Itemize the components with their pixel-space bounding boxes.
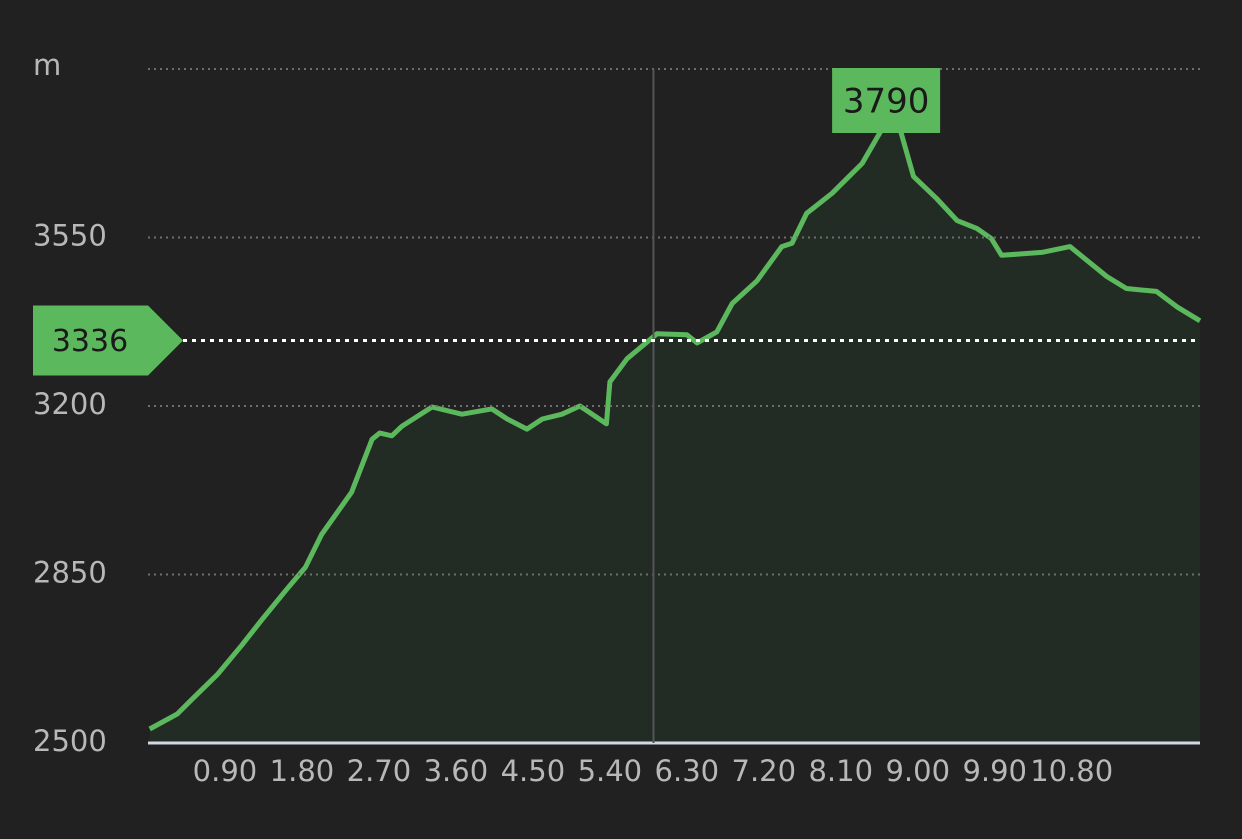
max-tag (832, 68, 941, 133)
x-tick-label: 8.10 (808, 754, 873, 788)
y-tick-label: 3550 (33, 219, 107, 253)
x-tick-label: 6.30 (655, 754, 720, 788)
x-tick-label: 7.20 (732, 754, 797, 788)
max-label: 3790 (843, 82, 930, 122)
x-tick-label: 0.90 (193, 754, 258, 788)
elevation-line (148, 119, 1202, 732)
cursor-label: 3336 (52, 324, 128, 359)
x-tick-label: 3.60 (424, 754, 489, 788)
x-tick-label: 9.00 (885, 754, 950, 788)
y-tick-label: 2500 (33, 724, 107, 758)
x-tick-label: 4.50 (501, 754, 566, 788)
cursor-tag (33, 305, 183, 376)
x-tick-label: 1.80 (270, 754, 335, 788)
y-tick-label: m (33, 48, 61, 82)
x-tick-label: 10.80 (1030, 754, 1113, 788)
x-tick-label: 2.70 (347, 754, 412, 788)
area-fill (149, 122, 1201, 743)
x-tick-label: 5.40 (578, 754, 643, 788)
x-tick-label: 9.90 (962, 754, 1027, 788)
y-tick-label: 2850 (33, 556, 107, 590)
y-tick-label: 3200 (33, 387, 107, 421)
